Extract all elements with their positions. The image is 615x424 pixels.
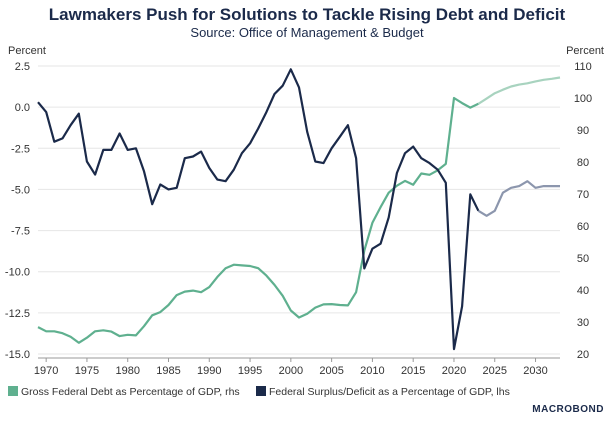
x-tick-label: 2015 xyxy=(401,365,425,377)
right-axis-unit: Percent xyxy=(566,45,604,57)
left-tick-label: -7.5 xyxy=(11,226,30,238)
right-axis-ticks: 110 100 90 80 70 60 50 40 30 20 xyxy=(574,61,592,361)
legend-item-gross-debt: Gross Federal Debt as Percentage of GDP,… xyxy=(8,386,240,398)
series-projection-line-1 xyxy=(477,180,560,217)
left-tick-label: 0.0 xyxy=(15,102,30,114)
legend-swatch-gross-debt xyxy=(8,386,18,396)
left-axis-ticks: 2.5 0.0 -2.5 -5.0 -7.5 -10.0 -12.5 -15.0 xyxy=(5,61,30,361)
macrobond-logo: MACROBOND xyxy=(532,404,604,415)
right-tick-label: 20 xyxy=(577,349,589,361)
x-tick-label: 2010 xyxy=(360,365,384,377)
series-line-0 xyxy=(37,96,479,344)
x-tick-label: 1975 xyxy=(75,365,99,377)
x-axis-ticks: 1970 1975 1980 1985 1990 1995 2000 2005 2010 2015… xyxy=(34,357,560,377)
left-tick-label: -15.0 xyxy=(5,349,30,361)
x-tick-label: 2000 xyxy=(279,365,303,377)
x-tick-label: 2025 xyxy=(483,365,507,377)
right-tick-label: 80 xyxy=(577,157,589,169)
x-tick-label: 1995 xyxy=(238,365,262,377)
right-tick-label: 60 xyxy=(577,221,589,233)
right-tick-label: 100 xyxy=(574,93,592,105)
x-tick-label: 2020 xyxy=(442,365,466,377)
gridlines xyxy=(38,65,560,355)
legend-item-surplus-deficit: Federal Surplus/Deficit as a Percentage … xyxy=(256,386,510,398)
right-tick-label: 90 xyxy=(577,125,589,137)
x-tick-label: 1985 xyxy=(156,365,180,377)
series-lines xyxy=(37,68,561,351)
left-tick-label: -10.0 xyxy=(5,267,30,279)
brand-text: MACROBOND xyxy=(532,404,604,415)
chart-subtitle: Source: Office of Management & Budget xyxy=(190,25,424,40)
x-tick-label: 2005 xyxy=(319,365,343,377)
left-axis-unit: Percent xyxy=(8,45,46,57)
x-tick-label: 1990 xyxy=(197,365,221,377)
legend-label-surplus-deficit: Federal Surplus/Deficit as a Percentage … xyxy=(269,386,510,398)
left-tick-label: -5.0 xyxy=(11,184,30,196)
right-tick-label: 40 xyxy=(577,285,589,297)
left-tick-label: 2.5 xyxy=(15,61,30,73)
legend: Gross Federal Debt as Percentage of GDP,… xyxy=(8,386,510,398)
right-tick-label: 30 xyxy=(577,317,589,329)
legend-label-gross-debt: Gross Federal Debt as Percentage of GDP,… xyxy=(21,386,240,398)
chart-title: Lawmakers Push for Solutions to Tackle R… xyxy=(49,5,566,24)
legend-swatch-surplus-deficit xyxy=(256,386,266,396)
x-tick-label: 1970 xyxy=(34,365,58,377)
right-tick-label: 110 xyxy=(574,61,592,73)
right-tick-label: 70 xyxy=(577,189,589,201)
series-line-1 xyxy=(37,68,480,351)
x-tick-label: 1980 xyxy=(115,365,139,377)
left-tick-label: -12.5 xyxy=(5,308,30,320)
series-projection-line-0 xyxy=(477,76,561,105)
right-tick-label: 50 xyxy=(577,253,589,265)
left-tick-label: -2.5 xyxy=(11,143,30,155)
x-tick-label: 2030 xyxy=(523,365,547,377)
